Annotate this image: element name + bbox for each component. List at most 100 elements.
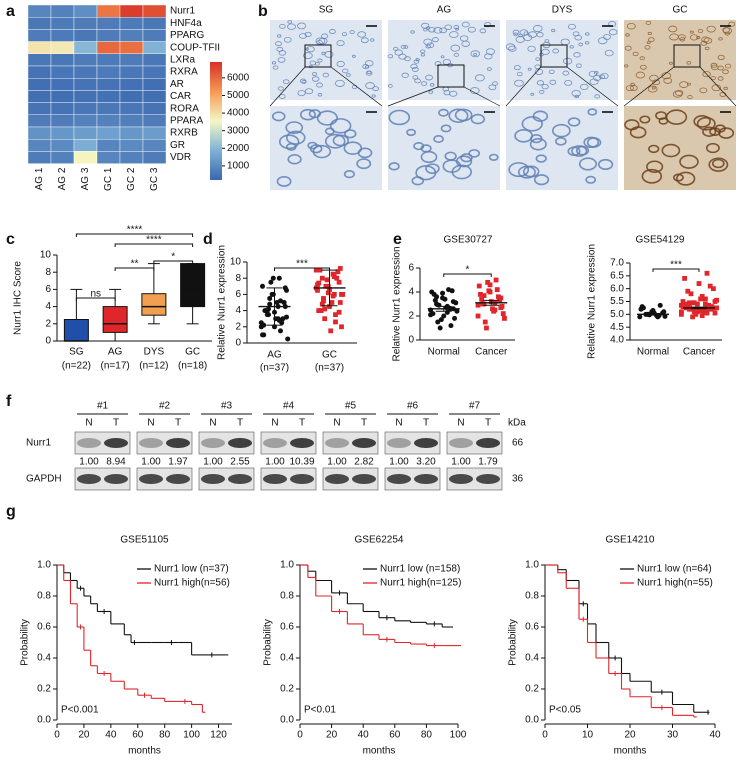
- cell: [283, 36, 292, 43]
- cell: [365, 82, 375, 90]
- cell: [722, 27, 733, 35]
- colorbar-label: 6000: [227, 72, 250, 83]
- data-point: [260, 332, 265, 338]
- significance: *: [466, 265, 470, 276]
- heatmap-cell: [73, 138, 98, 152]
- data-point: [444, 309, 450, 315]
- cell: [426, 42, 435, 49]
- cell: [578, 157, 598, 171]
- heatmap-cell: [119, 29, 144, 42]
- category-note: (n=22): [62, 361, 91, 372]
- data-point: [640, 305, 646, 311]
- data-point: [704, 270, 710, 276]
- data-point: [476, 283, 482, 289]
- cell: [641, 168, 663, 184]
- cell: [555, 137, 567, 146]
- category-note: (n=37): [315, 363, 344, 374]
- data-point: [440, 290, 446, 296]
- panel-label: g: [6, 503, 16, 520]
- blot-strip: [198, 467, 255, 491]
- data-point: [688, 306, 694, 312]
- cell: [415, 165, 437, 181]
- data-point: [428, 312, 434, 318]
- cell: [365, 70, 373, 76]
- data-point: [454, 308, 460, 314]
- cell: [394, 49, 403, 56]
- data-point: [448, 323, 454, 329]
- data-point: [337, 266, 343, 271]
- x-tick-label: Cancer: [683, 347, 716, 358]
- band: [387, 438, 411, 448]
- data-point: [331, 274, 337, 279]
- lane-label: T: [175, 418, 181, 429]
- zoom-box: [540, 44, 568, 68]
- image-label: GC: [673, 5, 688, 16]
- data-point: [693, 311, 699, 317]
- cell: [586, 137, 602, 148]
- cell: [585, 32, 590, 36]
- data-point: [695, 301, 700, 307]
- data-point: [657, 302, 663, 308]
- sample-label: #5: [345, 401, 357, 412]
- data-point: [276, 275, 282, 281]
- heatmap-cell: [119, 151, 144, 164]
- y-tick-label: 7.0: [610, 258, 624, 269]
- x-tick-label: 60: [389, 730, 401, 741]
- cell: [574, 34, 583, 41]
- heatmap-cell: [73, 90, 98, 103]
- heatmap-cell: [27, 138, 52, 152]
- cell: [563, 57, 573, 65]
- x-tick-label: 100: [450, 730, 467, 741]
- panel-label: f: [6, 393, 12, 410]
- cell: [343, 141, 363, 155]
- cell: [271, 111, 286, 122]
- data-point: [698, 296, 703, 302]
- heatmap-cell: [50, 102, 75, 115]
- cell: [403, 45, 409, 49]
- heatmap-cell: [27, 41, 52, 54]
- data-point: [690, 314, 695, 320]
- band: [290, 438, 314, 448]
- cell: [597, 158, 614, 171]
- heatmap-cell: [119, 114, 144, 128]
- cell: [630, 82, 635, 87]
- cell: [728, 21, 736, 27]
- y-tick-label: 0.6: [37, 622, 51, 633]
- cell: [529, 138, 547, 151]
- data-point: [276, 317, 282, 323]
- data-point: [282, 285, 288, 291]
- category-note: (n=37): [260, 363, 289, 374]
- unit: kDa: [508, 418, 526, 429]
- cell: [343, 170, 355, 179]
- heatmap-cell: [119, 4, 144, 18]
- data-point: [261, 322, 267, 328]
- cell: [448, 108, 469, 123]
- y-tick-label: 8: [45, 267, 51, 278]
- cell: [342, 68, 349, 74]
- heatmap-cell: [73, 29, 98, 42]
- cell: [429, 83, 435, 87]
- cell: [299, 33, 307, 39]
- cell: [588, 70, 598, 77]
- column-label: AG 3: [80, 167, 91, 190]
- cell: [508, 45, 517, 52]
- heatmap-cell: [96, 17, 121, 30]
- cell: [648, 144, 660, 154]
- cell: [689, 30, 694, 34]
- chart-title: GSE14210: [606, 535, 655, 546]
- heatmap-cell: [142, 65, 167, 79]
- zoom-box: [437, 64, 465, 88]
- zoom-line: [463, 86, 501, 107]
- column-label: AG 2: [57, 167, 68, 190]
- box: [63, 319, 89, 342]
- data-point: [685, 288, 691, 294]
- category-note: (n=12): [139, 361, 168, 372]
- cell: [278, 50, 287, 56]
- cell: [467, 26, 476, 33]
- cell: [672, 173, 684, 182]
- data-point: [435, 319, 441, 325]
- cell: [425, 163, 440, 174]
- row-label: RORA: [170, 103, 199, 114]
- colorbar-label: 3000: [227, 125, 250, 136]
